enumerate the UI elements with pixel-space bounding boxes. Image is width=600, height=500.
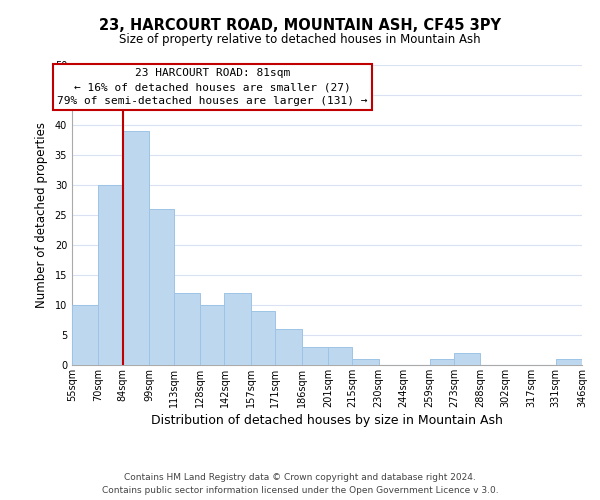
Bar [251,311,275,365]
Text: 23 HARCOURT ROAD: 81sqm
← 16% of detached houses are smaller (27)
79% of semi-de: 23 HARCOURT ROAD: 81sqm ← 16% of detache… [57,68,367,106]
Bar [72,305,98,365]
X-axis label: Distribution of detached houses by size in Mountain Ash: Distribution of detached houses by size … [151,414,503,427]
Bar [173,293,200,365]
Bar [200,305,224,365]
Bar [123,131,149,365]
Bar [430,359,454,365]
Bar [149,209,173,365]
Bar [98,185,123,365]
Text: Size of property relative to detached houses in Mountain Ash: Size of property relative to detached ho… [119,32,481,46]
Bar [224,293,251,365]
Text: Contains HM Land Registry data © Crown copyright and database right 2024.: Contains HM Land Registry data © Crown c… [124,474,476,482]
Bar [352,359,379,365]
Y-axis label: Number of detached properties: Number of detached properties [35,122,47,308]
Text: 23, HARCOURT ROAD, MOUNTAIN ASH, CF45 3PY: 23, HARCOURT ROAD, MOUNTAIN ASH, CF45 3P… [99,18,501,32]
Bar [302,347,328,365]
Bar [328,347,352,365]
Bar [275,329,302,365]
Bar [556,359,582,365]
Bar [454,353,481,365]
Text: Contains public sector information licensed under the Open Government Licence v : Contains public sector information licen… [101,486,499,495]
